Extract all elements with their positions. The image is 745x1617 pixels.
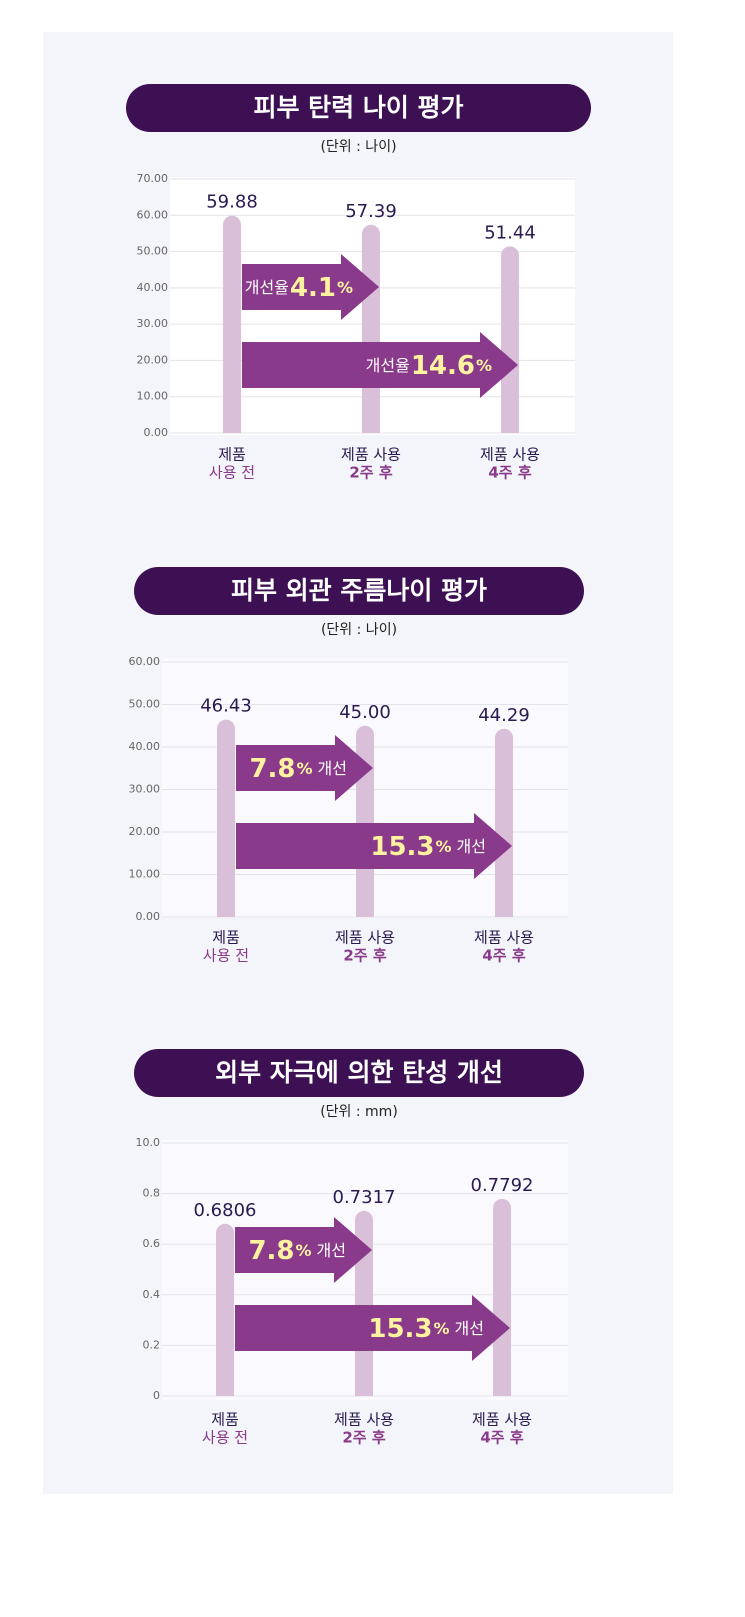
- bar: [362, 224, 380, 433]
- x-tick-label: 제품: [218, 446, 246, 464]
- y-tick-label: 30.00: [137, 317, 169, 330]
- x-tick-label: 제품 사용: [341, 446, 401, 464]
- y-tick-label: 0.2: [143, 1338, 161, 1351]
- improvement-part: %: [297, 759, 313, 778]
- improvement-label: 개선율4.1%: [245, 273, 353, 303]
- value-label: 59.88: [206, 192, 258, 213]
- y-tick-label: 50.00: [129, 698, 161, 711]
- improvement-part: 개선: [318, 759, 347, 778]
- value-label: 51.44: [484, 222, 536, 243]
- x-tick-label: 사용 전: [203, 947, 249, 965]
- improvement-arrow: [236, 813, 512, 879]
- improvement-label: 15.3% 개선: [368, 1314, 484, 1344]
- improvement-label: 7.8% 개선: [249, 754, 347, 784]
- x-tick-label: 4주 후: [488, 464, 531, 482]
- value-label: 0.7792: [471, 1175, 534, 1196]
- improvement-arrow: [242, 254, 379, 320]
- bar: [216, 1223, 234, 1396]
- value-label: 0.7317: [333, 1187, 396, 1208]
- improvement-part: 개선: [457, 837, 486, 856]
- value-label: 0.6806: [194, 1200, 257, 1221]
- bar: [356, 725, 374, 917]
- improvement-arrow: [235, 1295, 510, 1361]
- y-tick-label: 30.00: [129, 783, 161, 796]
- y-tick-label: 0: [153, 1389, 160, 1402]
- y-tick-label: 40.00: [137, 281, 169, 294]
- value-label: 46.43: [200, 696, 252, 717]
- y-tick-label: 0.00: [136, 910, 161, 923]
- chart-subtitle: (단위 : mm): [320, 1104, 398, 1120]
- x-tick-label: 4주 후: [480, 1429, 523, 1447]
- x-tick-label: 2주 후: [349, 464, 392, 482]
- bar: [223, 215, 241, 433]
- bar: [495, 728, 513, 917]
- x-tick-label: 제품: [212, 929, 240, 947]
- x-tick-label: 2주 후: [343, 947, 386, 965]
- x-tick-label: 제품 사용: [334, 1411, 394, 1429]
- y-tick-label: 70.00: [137, 172, 169, 185]
- chart-subtitle: (단위 : 나이): [320, 139, 396, 155]
- x-tick-label: 제품 사용: [472, 1411, 532, 1429]
- improvement-part: %: [337, 278, 353, 297]
- improvement-arrow: [236, 735, 373, 801]
- y-tick-label: 10.00: [137, 390, 169, 403]
- x-tick-label: 제품 사용: [480, 446, 540, 464]
- chart-title: 피부 탄력 나이 평가: [253, 93, 463, 122]
- y-tick-label: 0.00: [144, 426, 169, 439]
- title-pill: [126, 84, 591, 132]
- y-tick-label: 50.00: [137, 245, 169, 258]
- x-tick-label: 사용 전: [209, 464, 255, 482]
- x-tick-label: 사용 전: [202, 1429, 248, 1447]
- x-tick-label: 제품 사용: [335, 929, 395, 947]
- chart-title: 외부 자극에 의한 탄성 개선: [215, 1058, 503, 1087]
- improvement-part: 4.1: [290, 273, 336, 303]
- y-tick-label: 20.00: [129, 825, 161, 838]
- improvement-part: %: [296, 1241, 312, 1260]
- y-tick-label: 60.00: [137, 208, 169, 221]
- chart-title: 피부 외관 주름나이 평가: [231, 576, 487, 605]
- improvement-part: 개선: [455, 1319, 484, 1338]
- improvement-part: %: [436, 837, 452, 856]
- y-tick-label: 60.00: [129, 655, 161, 668]
- improvement-label: 개선율14.6%: [366, 351, 492, 381]
- improvement-part: %: [434, 1319, 450, 1338]
- improvement-part: 개선율: [366, 356, 410, 375]
- y-tick-label: 0.6: [143, 1237, 161, 1250]
- x-tick-label: 제품: [211, 1411, 239, 1429]
- bar: [501, 246, 519, 433]
- value-label: 44.29: [478, 705, 530, 726]
- improvement-part: %: [476, 356, 492, 375]
- chart-subtitle: (단위 : 나이): [321, 622, 397, 638]
- x-tick-label: 4주 후: [482, 947, 525, 965]
- y-tick-label: 0.4: [143, 1288, 161, 1301]
- y-tick-label: 40.00: [129, 740, 161, 753]
- improvement-arrow: [235, 1217, 372, 1283]
- improvement-part: 개선율: [245, 278, 289, 297]
- y-tick-label: 0.8: [143, 1187, 161, 1200]
- bar: [217, 719, 235, 917]
- title-pill: [134, 567, 584, 615]
- value-label: 45.00: [339, 702, 391, 723]
- x-tick-label: 2주 후: [342, 1429, 385, 1447]
- improvement-label: 7.8% 개선: [248, 1236, 346, 1266]
- improvement-part: 15.3: [370, 832, 434, 862]
- improvement-label: 15.3% 개선: [370, 832, 486, 862]
- title-pill: [134, 1049, 584, 1097]
- improvement-arrow: [242, 332, 518, 398]
- value-label: 57.39: [345, 201, 397, 222]
- y-tick-label: 10.00: [129, 868, 161, 881]
- improvement-part: 14.6: [411, 351, 475, 381]
- improvement-part: 개선: [317, 1241, 346, 1260]
- improvement-part: 15.3: [368, 1314, 432, 1344]
- y-tick-label: 20.00: [137, 353, 169, 366]
- y-tick-label: 10.0: [136, 1136, 161, 1149]
- x-tick-label: 제품 사용: [474, 929, 534, 947]
- bar: [493, 1198, 511, 1396]
- improvement-part: 7.8: [249, 754, 295, 784]
- improvement-part: 7.8: [248, 1236, 294, 1266]
